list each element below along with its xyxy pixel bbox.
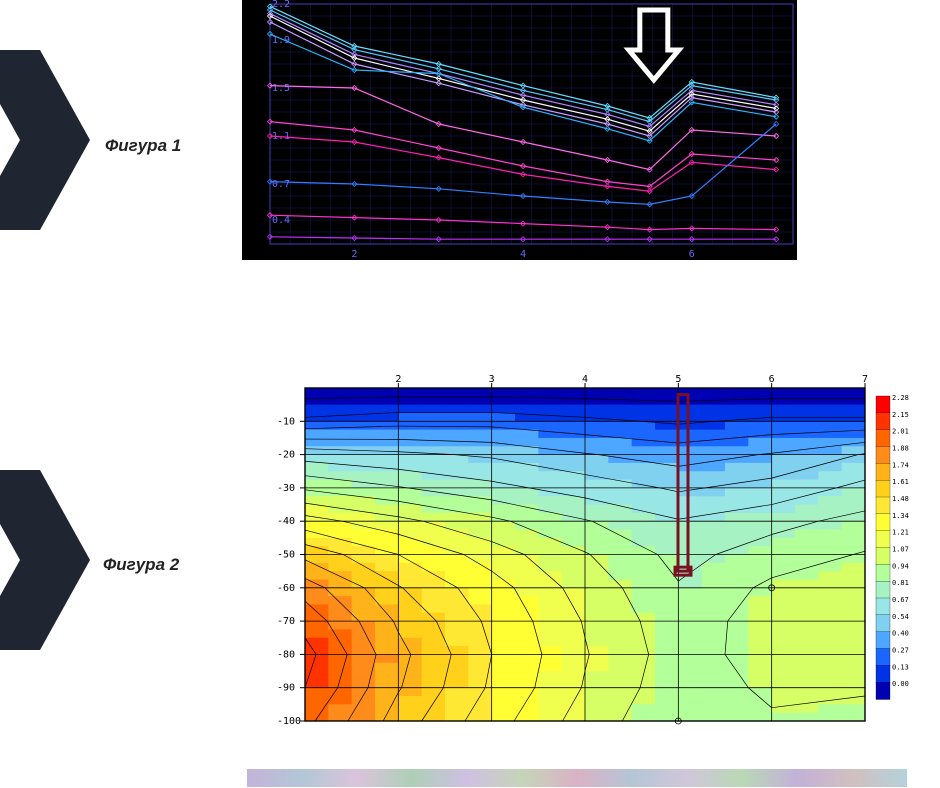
figure-2-chart: 2 3 4 5 6 7 -10 -20 -30 -40 -50 -60 -70 -80 -90 -100 2.2… bbox=[260, 370, 920, 725]
svg-text:-30: -30 bbox=[277, 483, 295, 494]
svg-text:6: 6 bbox=[769, 374, 775, 385]
svg-text:1.34: 1.34 bbox=[892, 512, 909, 520]
figure-1-chart: 0.40.71.11.51.92.2246 bbox=[242, 0, 797, 260]
svg-text:0.27: 0.27 bbox=[892, 647, 909, 655]
svg-text:4: 4 bbox=[520, 249, 526, 260]
svg-text:1.5: 1.5 bbox=[272, 83, 290, 94]
svg-text:-90: -90 bbox=[277, 683, 295, 694]
svg-text:-100: -100 bbox=[277, 716, 301, 725]
chevron-1 bbox=[0, 50, 90, 230]
svg-text:5: 5 bbox=[675, 374, 681, 385]
noise-strip bbox=[247, 769, 907, 787]
svg-text:1.74: 1.74 bbox=[892, 461, 909, 469]
svg-text:1.61: 1.61 bbox=[892, 478, 909, 486]
svg-text:0.7: 0.7 bbox=[272, 179, 290, 190]
svg-text:0.40: 0.40 bbox=[892, 630, 909, 638]
svg-text:-40: -40 bbox=[277, 516, 295, 527]
svg-text:7: 7 bbox=[862, 374, 868, 385]
figure-1-label: Фигура 1 bbox=[105, 136, 181, 156]
svg-text:-70: -70 bbox=[277, 616, 295, 627]
svg-text:2: 2 bbox=[395, 374, 401, 385]
svg-text:0.00: 0.00 bbox=[892, 680, 909, 688]
svg-text:2.15: 2.15 bbox=[892, 411, 909, 419]
svg-text:-80: -80 bbox=[277, 649, 295, 660]
svg-text:2.28: 2.28 bbox=[892, 394, 909, 402]
svg-text:1.21: 1.21 bbox=[892, 529, 909, 537]
svg-text:6: 6 bbox=[689, 249, 695, 260]
svg-text:-50: -50 bbox=[277, 550, 295, 561]
svg-text:0.81: 0.81 bbox=[892, 579, 909, 587]
svg-text:0.67: 0.67 bbox=[892, 596, 909, 604]
svg-text:0.13: 0.13 bbox=[892, 663, 909, 671]
svg-text:2: 2 bbox=[351, 249, 357, 260]
figure-2-label: Фигура 2 bbox=[103, 555, 179, 575]
svg-text:3: 3 bbox=[489, 374, 495, 385]
svg-text:2.01: 2.01 bbox=[892, 428, 909, 436]
svg-text:-20: -20 bbox=[277, 450, 295, 461]
svg-text:-10: -10 bbox=[277, 416, 295, 427]
svg-text:1.48: 1.48 bbox=[892, 495, 909, 503]
chevron-2 bbox=[0, 470, 90, 650]
svg-text:-60: -60 bbox=[277, 583, 295, 594]
svg-text:1.07: 1.07 bbox=[892, 546, 909, 554]
svg-text:0.4: 0.4 bbox=[272, 215, 290, 226]
svg-text:4: 4 bbox=[582, 374, 588, 385]
svg-text:0.94: 0.94 bbox=[892, 562, 909, 570]
svg-text:1.88: 1.88 bbox=[892, 445, 909, 453]
svg-text:0.54: 0.54 bbox=[892, 613, 909, 621]
